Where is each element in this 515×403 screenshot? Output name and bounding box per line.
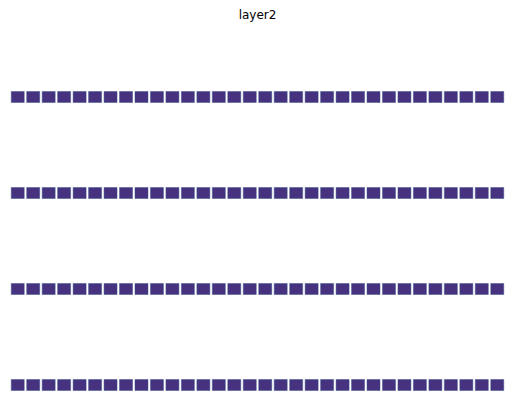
svg-text:layer2: layer2 [239,8,277,22]
